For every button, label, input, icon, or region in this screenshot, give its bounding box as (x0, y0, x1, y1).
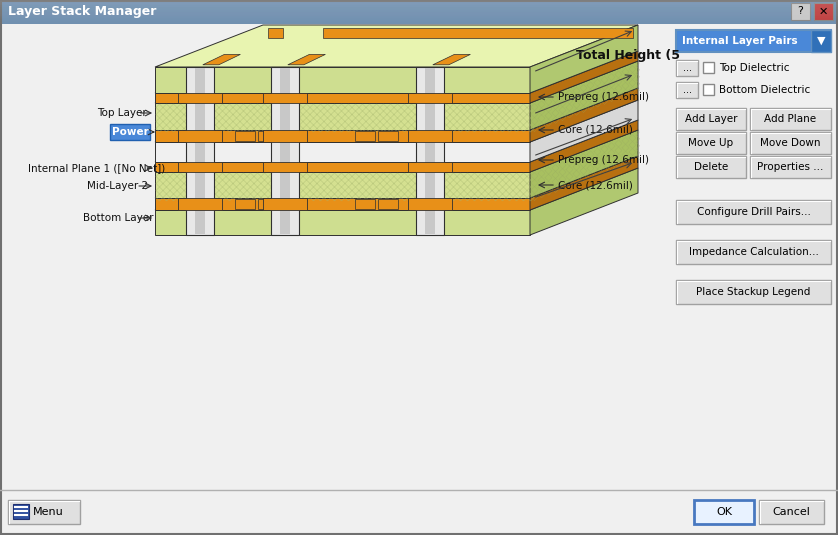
Polygon shape (155, 120, 638, 162)
Text: Move Down: Move Down (760, 138, 820, 148)
FancyBboxPatch shape (676, 60, 698, 76)
FancyBboxPatch shape (416, 67, 444, 235)
FancyBboxPatch shape (759, 500, 824, 524)
Text: ✕: ✕ (819, 6, 828, 17)
Text: Properties ...: Properties ... (758, 162, 824, 172)
FancyBboxPatch shape (676, 240, 831, 264)
Text: Move Up: Move Up (689, 138, 733, 148)
FancyBboxPatch shape (178, 198, 222, 210)
FancyBboxPatch shape (408, 130, 452, 142)
FancyBboxPatch shape (355, 199, 375, 209)
Text: ▼: ▼ (817, 36, 825, 46)
Polygon shape (323, 28, 633, 38)
Text: Top Dielectric: Top Dielectric (719, 63, 789, 73)
Polygon shape (155, 198, 530, 210)
Text: Power: Power (111, 127, 148, 137)
Polygon shape (155, 168, 638, 210)
Polygon shape (530, 168, 638, 235)
Text: Menu: Menu (33, 507, 64, 517)
Polygon shape (155, 103, 530, 130)
Polygon shape (155, 172, 530, 198)
Text: Top Layer: Top Layer (97, 108, 147, 118)
FancyBboxPatch shape (676, 30, 831, 52)
Polygon shape (155, 51, 638, 93)
Text: Prepreg (12.6mil): Prepreg (12.6mil) (558, 92, 649, 102)
FancyBboxPatch shape (263, 93, 307, 103)
FancyBboxPatch shape (811, 30, 831, 52)
FancyBboxPatch shape (178, 130, 222, 142)
Text: Internal Plane 1 ([No Net]): Internal Plane 1 ([No Net]) (28, 163, 165, 173)
FancyBboxPatch shape (258, 131, 278, 141)
Text: OK: OK (716, 507, 732, 517)
FancyBboxPatch shape (258, 199, 278, 209)
Text: Impedance Calculation...: Impedance Calculation... (689, 247, 819, 257)
Text: Cancel: Cancel (773, 507, 810, 517)
Text: Layer Stack Manager: Layer Stack Manager (8, 5, 157, 19)
FancyBboxPatch shape (13, 504, 29, 519)
Text: Core (12.6mil): Core (12.6mil) (558, 180, 633, 190)
FancyBboxPatch shape (178, 162, 222, 172)
FancyBboxPatch shape (195, 68, 205, 234)
FancyBboxPatch shape (694, 500, 754, 524)
Polygon shape (530, 25, 638, 93)
Polygon shape (530, 130, 638, 198)
FancyBboxPatch shape (8, 500, 80, 524)
FancyBboxPatch shape (814, 3, 833, 20)
FancyBboxPatch shape (676, 108, 746, 130)
FancyBboxPatch shape (408, 93, 452, 103)
Polygon shape (530, 120, 638, 172)
FancyBboxPatch shape (0, 0, 838, 24)
Text: Core (12.6mil): Core (12.6mil) (558, 125, 633, 135)
FancyBboxPatch shape (263, 162, 307, 172)
Polygon shape (155, 156, 638, 198)
FancyBboxPatch shape (676, 200, 831, 224)
FancyBboxPatch shape (178, 93, 222, 103)
FancyBboxPatch shape (703, 62, 714, 73)
Polygon shape (530, 61, 638, 130)
Text: Delete: Delete (694, 162, 728, 172)
FancyBboxPatch shape (408, 162, 452, 172)
FancyBboxPatch shape (378, 199, 398, 209)
FancyBboxPatch shape (355, 131, 375, 141)
FancyBboxPatch shape (425, 68, 435, 234)
Polygon shape (432, 55, 470, 65)
Text: ...: ... (682, 85, 691, 95)
Polygon shape (530, 88, 638, 142)
FancyBboxPatch shape (235, 131, 255, 141)
Polygon shape (268, 28, 283, 38)
FancyBboxPatch shape (676, 156, 746, 178)
Text: Place Stackup Legend: Place Stackup Legend (696, 287, 810, 297)
Text: ...: ... (682, 63, 691, 73)
Text: Add Plane: Add Plane (764, 114, 816, 124)
FancyBboxPatch shape (235, 199, 255, 209)
FancyBboxPatch shape (676, 82, 698, 98)
Text: Add Layer: Add Layer (685, 114, 737, 124)
Polygon shape (155, 130, 638, 172)
Polygon shape (155, 162, 530, 172)
Polygon shape (530, 100, 638, 162)
FancyBboxPatch shape (703, 84, 714, 95)
Polygon shape (155, 25, 638, 67)
Text: Internal Layer Pairs: Internal Layer Pairs (682, 36, 798, 46)
Polygon shape (155, 210, 530, 235)
FancyBboxPatch shape (271, 67, 299, 235)
FancyBboxPatch shape (378, 131, 398, 141)
Polygon shape (155, 61, 638, 103)
Text: Configure Drill Pairs...: Configure Drill Pairs... (696, 207, 810, 217)
FancyBboxPatch shape (676, 132, 746, 154)
FancyBboxPatch shape (0, 490, 838, 535)
Text: Bottom Layer: Bottom Layer (83, 213, 153, 223)
FancyBboxPatch shape (263, 130, 307, 142)
Polygon shape (530, 156, 638, 210)
Polygon shape (530, 51, 638, 103)
FancyBboxPatch shape (676, 280, 831, 304)
FancyBboxPatch shape (280, 68, 290, 234)
Text: Mid-Layer 2: Mid-Layer 2 (87, 181, 148, 191)
Text: Bottom Dielectric: Bottom Dielectric (719, 85, 810, 95)
Text: Total Height (5: Total Height (5 (576, 49, 680, 62)
Polygon shape (203, 55, 241, 65)
Polygon shape (155, 100, 638, 142)
FancyBboxPatch shape (408, 198, 452, 210)
FancyBboxPatch shape (186, 67, 214, 235)
